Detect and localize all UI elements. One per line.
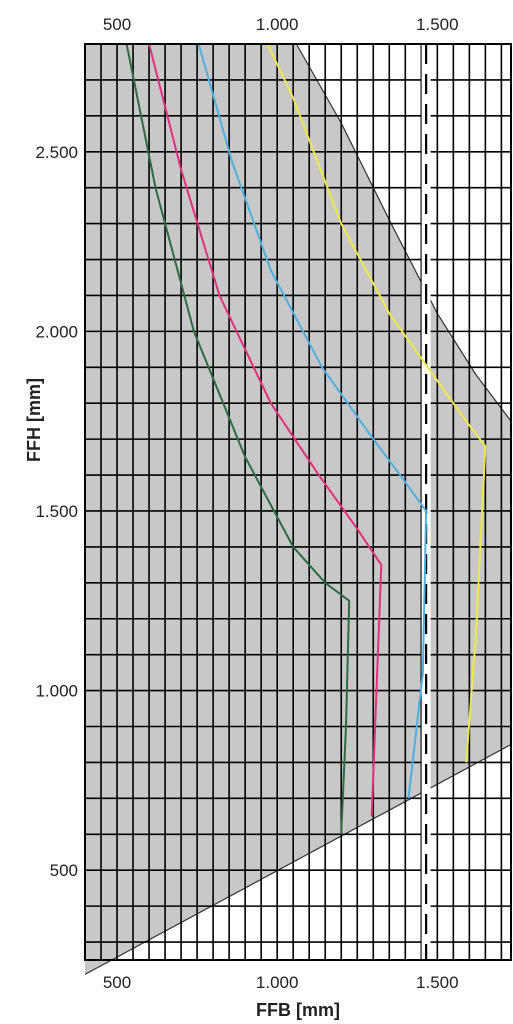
y-axis-title: FFH [mm] bbox=[24, 378, 44, 462]
y-tick-label: 2.500 bbox=[35, 143, 78, 162]
x-axis-title: FFB [mm] bbox=[256, 1000, 340, 1020]
upper-boundary-line bbox=[295, 43, 512, 422]
lower-boundary-line bbox=[84, 743, 512, 975]
y-tick-label: 500 bbox=[50, 861, 78, 880]
shaded-region bbox=[85, 44, 511, 975]
series-line-4 bbox=[266, 43, 487, 763]
shaded-region-layer bbox=[84, 43, 512, 975]
series-line-2 bbox=[148, 43, 383, 817]
y-tick-label: 1.500 bbox=[35, 502, 78, 521]
x-tick-label-top: 1.500 bbox=[416, 15, 459, 34]
x-tick-label-top: 1.000 bbox=[256, 15, 299, 34]
x-tick-label-bottom: 500 bbox=[103, 973, 131, 992]
series-layer bbox=[125, 43, 487, 835]
x-tick-label-bottom: 1.500 bbox=[416, 973, 459, 992]
series-line-3 bbox=[197, 43, 428, 799]
x-tick-label-top: 500 bbox=[103, 15, 131, 34]
tick-label-layer: 500 500 1.000 1.000 1.500 1.500 500 1.000 1.500 2… bbox=[35, 15, 458, 992]
plot-frame bbox=[84, 43, 512, 961]
y-tick-label: 2.000 bbox=[35, 322, 78, 341]
grid-layer bbox=[84, 43, 511, 960]
series-line-1 bbox=[125, 43, 351, 835]
x-tick-label-bottom: 1.000 bbox=[256, 973, 299, 992]
y-tick-label: 1.000 bbox=[35, 682, 78, 701]
